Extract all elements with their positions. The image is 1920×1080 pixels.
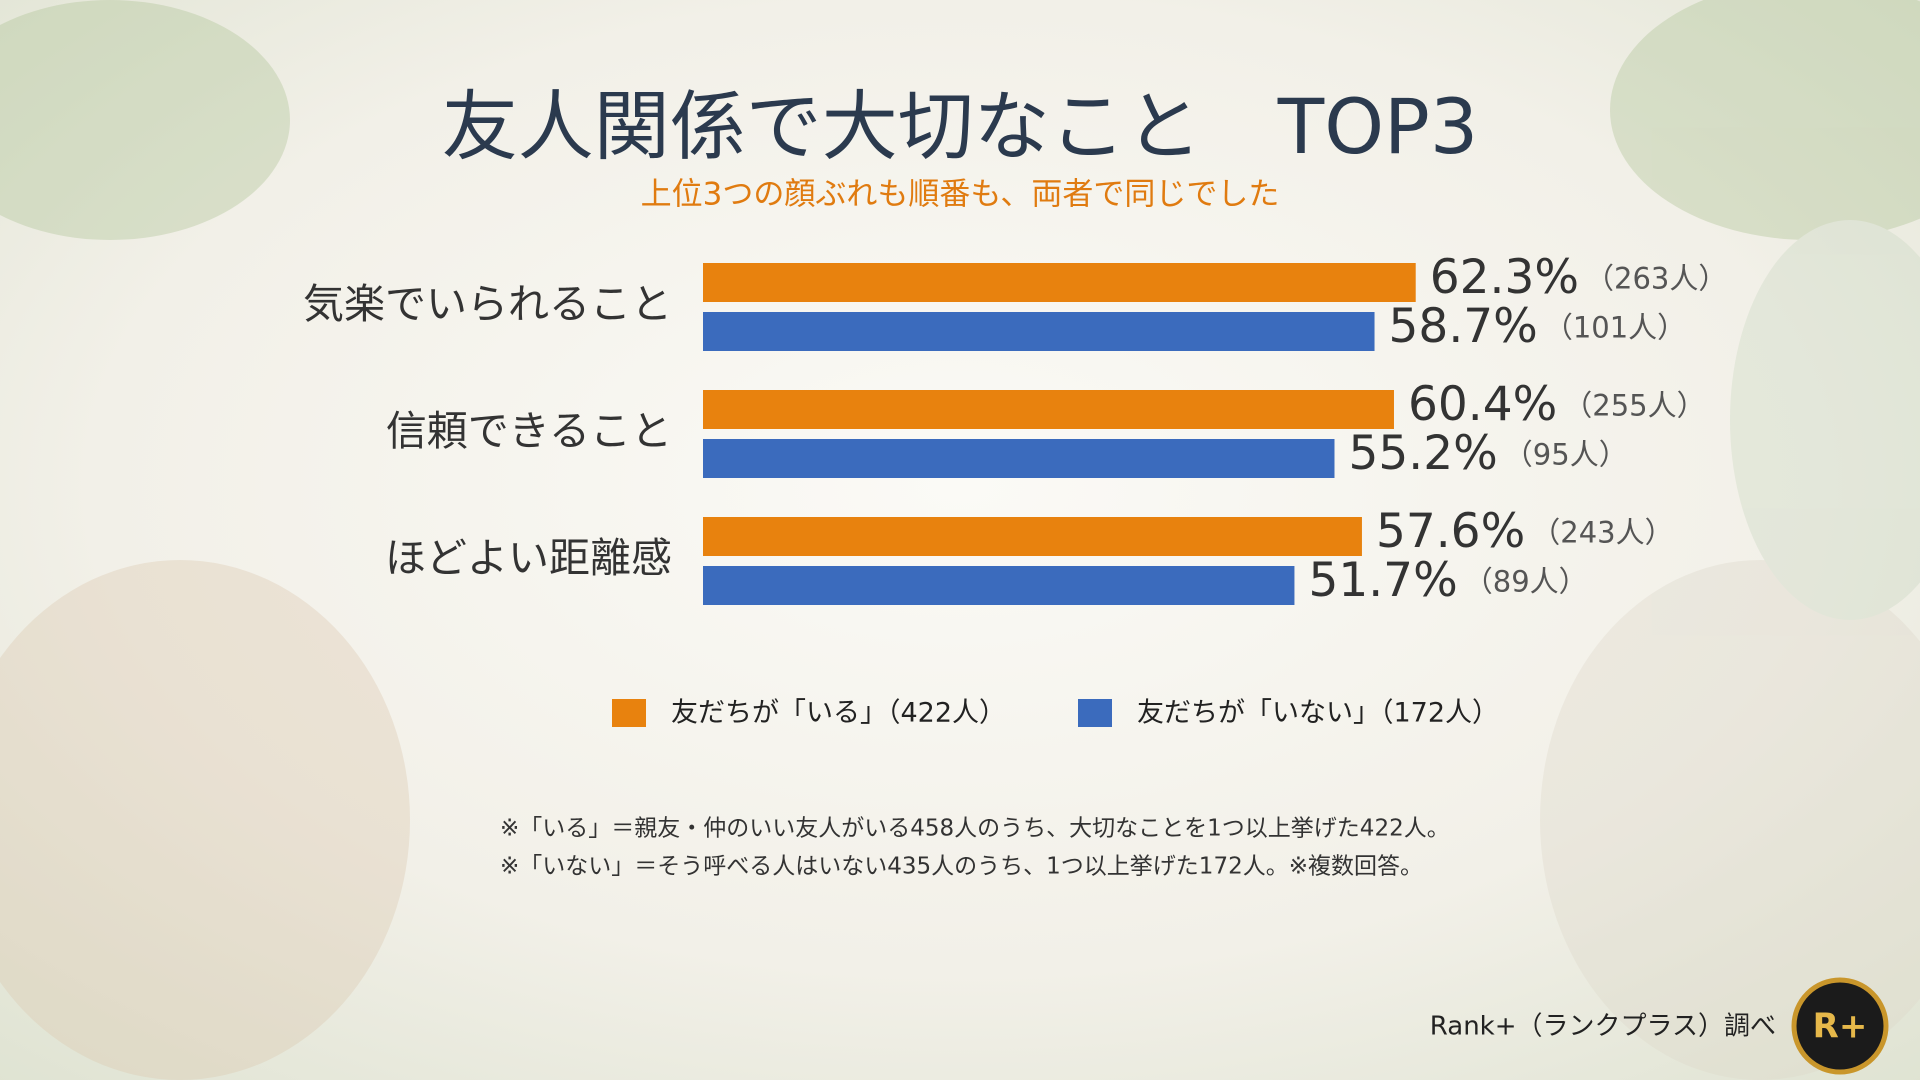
logo-badge <box>1791 977 1889 1075</box>
value-label: 57.6% <box>1376 504 1525 559</box>
legend-label: 友だちが「いない」（172人） <box>1137 698 1499 729</box>
value-label: 60.4% <box>1408 377 1557 432</box>
value-label: 55.2% <box>1348 426 1497 481</box>
bar <box>703 517 1362 556</box>
chart-subtitle: 上位3つの顔ぶれも順番も、両者で同じでした <box>641 177 1280 213</box>
bar <box>703 439 1335 478</box>
count-label: （263人） <box>1585 262 1727 296</box>
legend-swatch <box>612 699 646 727</box>
count-label: （255人） <box>1563 389 1705 423</box>
note: ※「いない」＝そう呼べる人はいない435人のうち、1つ以上挙げた172人。※複数… <box>500 854 1423 880</box>
category-label: 信頼できること <box>386 407 672 455</box>
legend-swatch <box>1078 699 1112 727</box>
note: ※「いる」＝親友・仲のいい友人がいる458人のうち、大切なことを1つ以上挙げた4… <box>500 816 1450 842</box>
category-label: 気楽でいられること <box>303 280 672 328</box>
bar <box>703 312 1375 351</box>
bar <box>703 390 1394 429</box>
bar <box>703 263 1416 302</box>
category-label: ほどよい距離感 <box>385 534 672 582</box>
legend-label: 友だちが「いる」（422人） <box>671 698 1006 729</box>
value-label: 62.3% <box>1430 250 1579 305</box>
bar <box>703 566 1295 605</box>
count-label: （243人） <box>1531 516 1673 550</box>
count-label: （89人） <box>1464 565 1588 599</box>
source: Rank+（ランクプラス）調べ <box>1430 1012 1776 1042</box>
count-label: （101人） <box>1544 311 1686 345</box>
chart-title: 友人関係で大切なこと TOP3 <box>442 82 1478 171</box>
count-label: （95人） <box>1504 438 1628 472</box>
value-label: 58.7% <box>1389 299 1538 354</box>
value-label: 51.7% <box>1308 553 1457 608</box>
logo: R+ <box>1813 1007 1868 1047</box>
